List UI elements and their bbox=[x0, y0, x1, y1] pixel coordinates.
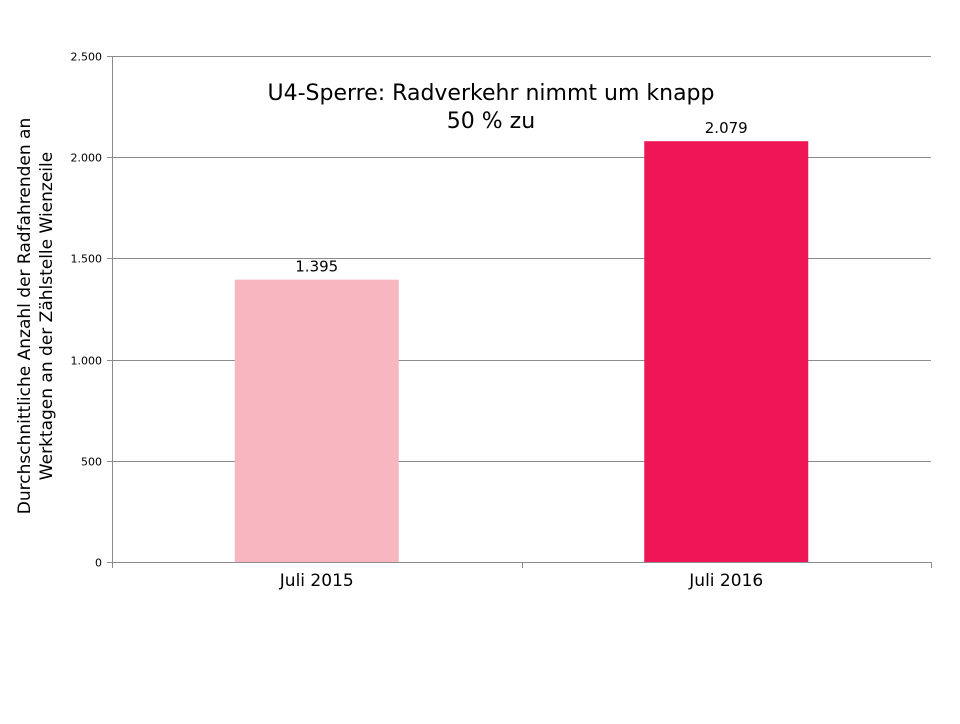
bar bbox=[644, 141, 809, 563]
y-tick-label: 500 bbox=[81, 456, 102, 469]
data-label: 2.079 bbox=[705, 119, 748, 137]
x-tick-label: Juli 2016 bbox=[688, 571, 763, 591]
bar bbox=[234, 279, 399, 562]
y-tick-label: 0 bbox=[95, 557, 102, 570]
y-axis-title-line: Durchschnittliche Anzahl der Radfahrende… bbox=[15, 118, 35, 514]
labels: 0 500 1.000 1.500 2.000 2.500 1.395 Juli 2015 2.… bbox=[71, 51, 764, 592]
chart-title-line: U4-Sperre: Radverkehr nimmt um knapp bbox=[268, 81, 715, 106]
chart-title-line: 50 % zu bbox=[447, 109, 535, 134]
chart-title: U4-Sperre: Radverkehr nimmt um knapp 50 %… bbox=[268, 81, 715, 134]
y-tick-label: 1.000 bbox=[71, 355, 103, 368]
y-axis-title-line: Werktagen an der Zählstelle Wienzeile bbox=[37, 152, 57, 480]
x-tick-label: Juli 2015 bbox=[279, 571, 354, 591]
axes bbox=[107, 56, 932, 568]
bars bbox=[234, 141, 809, 563]
y-tick-label: 2.500 bbox=[71, 51, 103, 64]
y-tick-label: 1.500 bbox=[71, 253, 103, 266]
y-axis-title: Durchschnittliche Anzahl der Radfahrende… bbox=[15, 118, 57, 514]
y-tick-label: 2.000 bbox=[71, 152, 103, 165]
data-label: 1.395 bbox=[295, 258, 338, 276]
